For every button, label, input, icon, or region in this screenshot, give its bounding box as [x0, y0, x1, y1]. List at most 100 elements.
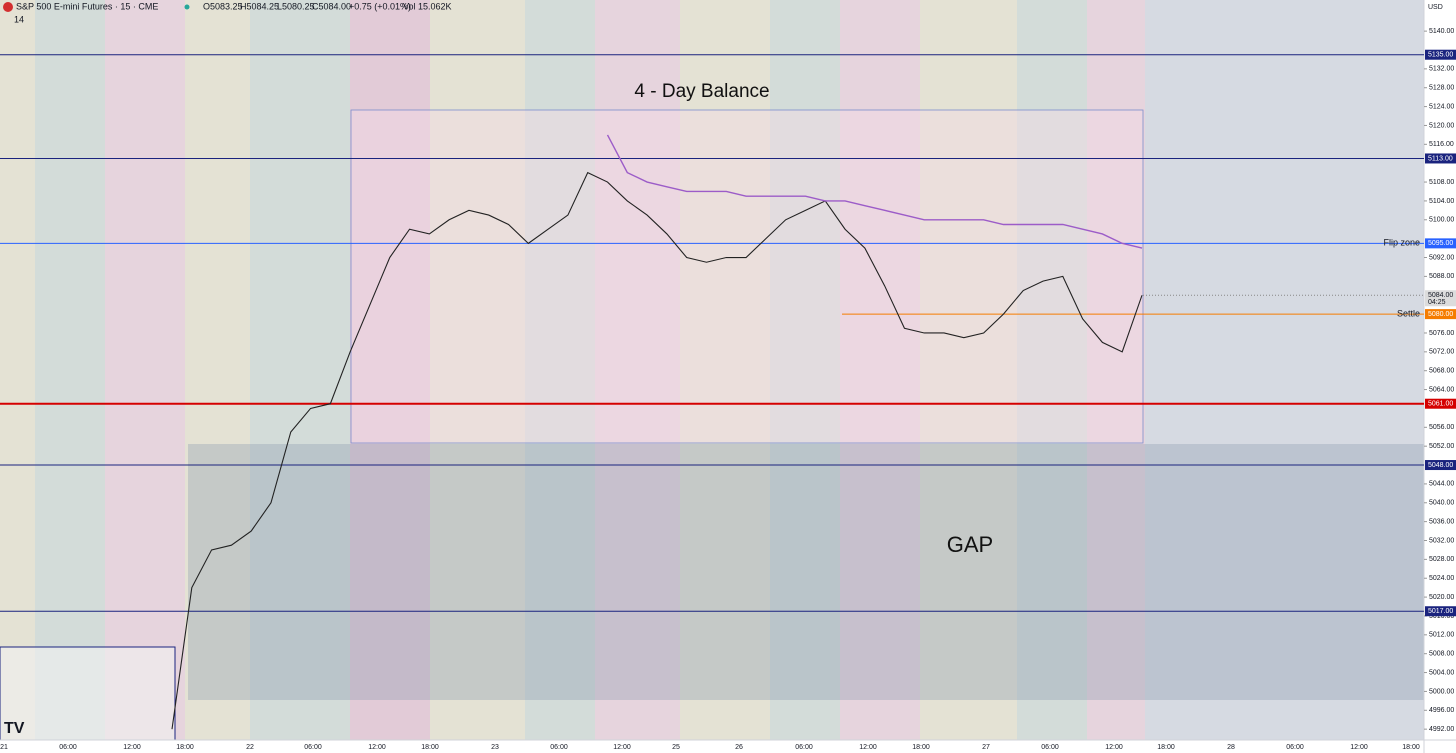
session-band: [1087, 0, 1145, 740]
y-tick-label: 5040.00: [1429, 500, 1454, 507]
y-tick-label: 5012.00: [1429, 632, 1454, 639]
gap-box: [188, 444, 1424, 700]
session-band: [920, 0, 1017, 740]
ohlc: L5080.25: [277, 1, 315, 11]
level-name: Settle: [1397, 308, 1420, 318]
y-tick-label: 5016.00: [1429, 613, 1454, 620]
x-tick-label: 12:00: [1350, 744, 1368, 751]
x-tick-label: 25: [672, 744, 680, 751]
prior-box: [0, 646, 176, 748]
vwap-line: [606, 134, 1143, 249]
y-tick-label: 5140.00: [1429, 28, 1454, 35]
logo: TV: [4, 720, 25, 737]
level-label: 5135.00: [1428, 52, 1453, 59]
y-tick-label: 5100.00: [1429, 217, 1454, 224]
symbol-icon: [3, 2, 13, 12]
session-band: [185, 0, 250, 740]
session-band: [680, 0, 770, 740]
session-band: [430, 0, 525, 740]
y-tick-label: 4992.00: [1429, 726, 1454, 733]
y-tick-label: 5128.00: [1429, 85, 1454, 92]
ohlc: C5084.00: [312, 1, 351, 11]
session-band: [0, 0, 35, 740]
session-band: [250, 0, 350, 740]
session-band: [770, 0, 840, 740]
x-tick-label: 21: [0, 744, 8, 751]
y-tick-label: 5068.00: [1429, 368, 1454, 375]
annotation: 4 - Day Balance: [634, 81, 769, 102]
x-tick-label: 18:00: [912, 744, 930, 751]
level-label: 5061.00: [1428, 401, 1453, 408]
x-tick-label: 12:00: [368, 744, 386, 751]
y-tick-label: 5076.00: [1429, 330, 1454, 337]
y-tick-label: 5032.00: [1429, 537, 1454, 544]
level-name: Flip zone: [1383, 238, 1420, 248]
y-tick-label: 4996.00: [1429, 707, 1454, 714]
annotation: GAP: [947, 532, 993, 557]
x-tick-label: 12:00: [123, 744, 141, 751]
level-tag: [1425, 153, 1456, 164]
y-tick-label: 5132.00: [1429, 66, 1454, 73]
y-tick-label: 5004.00: [1429, 669, 1454, 676]
ohlc: O5083.25: [203, 1, 243, 11]
x-tick-label: 06:00: [59, 744, 77, 751]
y-tick-label: 5052.00: [1429, 443, 1454, 450]
level-tag: [1425, 238, 1456, 249]
x-tick-label: 12:00: [1105, 744, 1123, 751]
change: +0.75 (+0.01%): [349, 1, 411, 11]
symbol[interactable]: S&P 500 E-mini Futures · 15 · CME: [16, 1, 158, 11]
level-label: 5080.00: [1428, 311, 1453, 318]
y-tick-label: 5104.00: [1429, 198, 1454, 205]
y-tick-label: 5056.00: [1429, 424, 1454, 431]
y-tick-label: 5108.00: [1429, 179, 1454, 186]
y-tick-label: 5008.00: [1429, 651, 1454, 658]
level-tag: [1425, 460, 1456, 471]
x-tick-label: 06:00: [304, 744, 322, 751]
session-band: [1017, 0, 1087, 740]
level-tag: [1425, 49, 1456, 60]
x-tick-label: 18:00: [1402, 744, 1420, 751]
session-band: [105, 0, 185, 740]
session-band: [35, 0, 105, 740]
level-label: 5048.00: [1428, 462, 1453, 469]
y-tick-label: 5000.00: [1429, 688, 1454, 695]
x-tick-label: 06:00: [1286, 744, 1304, 751]
level-label: 5113.00: [1428, 155, 1453, 162]
x-tick-label: 06:00: [795, 744, 813, 751]
session-band: [350, 0, 430, 740]
session-band: [1145, 0, 1424, 740]
y-tick-label: 5088.00: [1429, 273, 1454, 280]
x-tick-label: 18:00: [1157, 744, 1175, 751]
last-price-tag: [1425, 290, 1456, 307]
last-price-label: 5084.00: [1428, 292, 1453, 299]
level-label: 5095.00: [1428, 240, 1453, 247]
price-line: [171, 171, 1143, 730]
x-tick-label: 12:00: [613, 744, 631, 751]
balance-box: [350, 109, 1144, 444]
y-tick-label: 5092.00: [1429, 254, 1454, 261]
level-label: 5017.00: [1428, 608, 1453, 615]
y-tick-label: 5116.00: [1429, 141, 1454, 148]
price-axis: [1424, 0, 1456, 753]
status-dot: [184, 4, 190, 10]
y-tick-label: 5036.00: [1429, 518, 1454, 525]
x-tick-label: 18:00: [176, 744, 194, 751]
currency[interactable]: USD: [1428, 4, 1443, 11]
level-tag: [1425, 606, 1456, 617]
x-tick-label: 28: [1227, 744, 1235, 751]
x-tick-label: 06:00: [1041, 744, 1059, 751]
level-tag: [1425, 309, 1456, 320]
level-tag: [1425, 398, 1456, 409]
volume: Vol 15.062K: [403, 1, 452, 11]
y-tick-label: 5024.00: [1429, 575, 1454, 582]
x-tick-label: 12:00: [859, 744, 877, 751]
indicator[interactable]: 14: [14, 14, 24, 24]
countdown: 04:25: [1428, 299, 1446, 306]
x-tick-label: 22: [246, 744, 254, 751]
x-tick-label: 06:00: [550, 744, 568, 751]
session-band: [525, 0, 595, 740]
y-tick-label: 5120.00: [1429, 122, 1454, 129]
session-band: [840, 0, 920, 740]
y-tick-label: 5028.00: [1429, 556, 1454, 563]
